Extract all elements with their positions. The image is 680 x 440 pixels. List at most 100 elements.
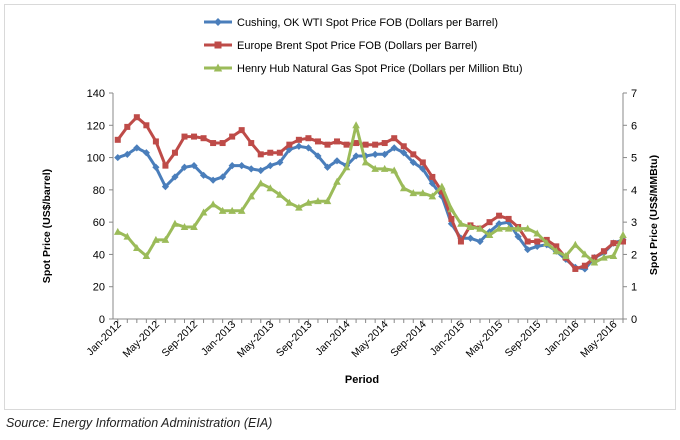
x-tick-label: Jan-2015 xyxy=(428,319,468,359)
y2-tick-label: 5 xyxy=(631,153,637,165)
y2-tick-label: 3 xyxy=(631,217,637,229)
y2-tick-label: 7 xyxy=(631,88,637,100)
data-point xyxy=(409,158,417,167)
data-point xyxy=(371,164,379,172)
data-point xyxy=(600,248,607,255)
data-point xyxy=(123,150,131,158)
y-tick-label: 140 xyxy=(87,88,105,100)
data-point xyxy=(419,165,427,173)
y-tick-label: 120 xyxy=(87,120,105,132)
data-point xyxy=(466,234,475,242)
data-point xyxy=(514,233,522,241)
data-point xyxy=(457,219,465,227)
data-point xyxy=(372,141,379,148)
data-point xyxy=(400,143,407,150)
data-point xyxy=(228,206,236,214)
data-point xyxy=(381,150,389,158)
data-point xyxy=(152,163,160,171)
x-tick-label: Sep-2014 xyxy=(388,319,429,360)
chart-frame: Cushing, OK WTI Spot Price FOB (Dollars … xyxy=(4,4,676,410)
data-point xyxy=(504,224,513,232)
data-point xyxy=(353,140,360,147)
data-point xyxy=(200,135,207,142)
data-point xyxy=(133,243,141,251)
data-point xyxy=(304,144,313,152)
data-point xyxy=(448,215,455,222)
data-point xyxy=(476,237,484,246)
data-point xyxy=(486,219,493,226)
data-point xyxy=(247,192,256,200)
data-point xyxy=(180,163,189,171)
data-point xyxy=(190,222,198,230)
data-point xyxy=(190,162,198,170)
data-point xyxy=(400,149,408,157)
data-point xyxy=(591,254,598,261)
legend: Cushing, OK WTI Spot Price FOB (Dollars … xyxy=(204,17,523,75)
y-tick-label: 40 xyxy=(93,249,105,261)
data-point xyxy=(209,176,217,184)
data-point xyxy=(447,205,456,213)
data-point xyxy=(524,238,531,245)
data-point xyxy=(142,252,151,260)
data-point xyxy=(181,133,188,140)
x-tick-label: Jan-2013 xyxy=(199,319,239,359)
data-point xyxy=(133,114,140,121)
legend-label: Cushing, OK WTI Spot Price FOB (Dollars … xyxy=(237,17,498,29)
data-point xyxy=(295,136,302,143)
data-point xyxy=(257,151,264,158)
legend-marker xyxy=(214,41,222,49)
data-point xyxy=(219,173,227,181)
data-point xyxy=(142,149,150,157)
data-point xyxy=(399,184,408,192)
data-point xyxy=(161,183,170,191)
data-point xyxy=(171,173,179,181)
data-point xyxy=(571,240,580,248)
x-tick-label: May-2015 xyxy=(464,319,506,361)
series-layer xyxy=(113,114,627,273)
x-tick-label: May-2016 xyxy=(578,319,620,361)
data-point xyxy=(553,243,560,250)
legend-label: Europe Brent Spot Price FOB (Dollars per… xyxy=(237,40,477,52)
data-point xyxy=(152,138,159,145)
data-point xyxy=(114,136,121,143)
data-point xyxy=(438,188,445,195)
data-point xyxy=(285,145,293,154)
data-point xyxy=(199,171,208,179)
data-point xyxy=(133,144,141,152)
data-point xyxy=(114,153,122,162)
data-point xyxy=(534,238,541,245)
x-tick-label: May-2014 xyxy=(349,319,391,361)
data-point xyxy=(381,140,388,147)
data-point xyxy=(343,141,350,148)
data-point xyxy=(199,208,208,216)
data-point xyxy=(218,206,227,214)
y-tick-label: 60 xyxy=(93,217,105,229)
data-point xyxy=(361,158,370,166)
x-tick-label: Sep-2013 xyxy=(274,319,315,360)
data-point xyxy=(533,242,541,250)
data-point xyxy=(409,189,418,197)
data-point xyxy=(228,162,236,170)
x-tick-label: May-2012 xyxy=(121,319,163,361)
y2-tick-label: 0 xyxy=(631,314,637,326)
data-point xyxy=(572,265,579,272)
data-point xyxy=(562,252,570,260)
data-point xyxy=(371,150,379,158)
y-tick-label: 80 xyxy=(93,185,105,197)
data-point xyxy=(352,121,360,129)
data-point xyxy=(495,224,503,232)
data-point xyxy=(334,138,341,145)
data-point xyxy=(533,229,542,237)
data-point xyxy=(210,140,217,147)
data-point xyxy=(542,239,551,247)
data-point xyxy=(171,149,178,156)
data-point xyxy=(391,135,398,142)
legend-item: Europe Brent Spot Price FOB (Dollars per… xyxy=(204,40,477,52)
data-point xyxy=(390,166,399,174)
axes: 02040608010012014001234567Jan-2012May-20… xyxy=(84,88,637,360)
data-point xyxy=(257,166,265,175)
data-point xyxy=(352,152,360,160)
data-point xyxy=(219,140,226,147)
data-point xyxy=(342,163,351,171)
data-point xyxy=(429,173,436,180)
